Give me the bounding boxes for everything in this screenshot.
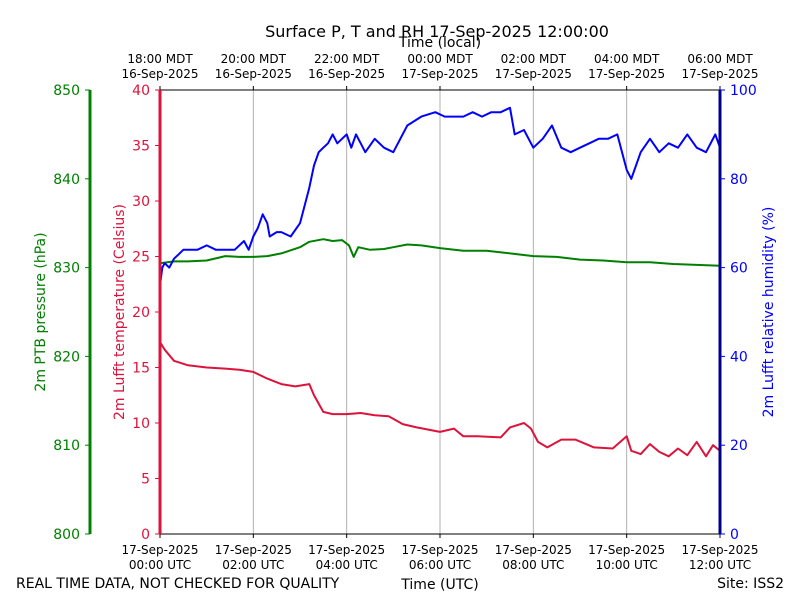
- temperature-series-line: [159, 341, 721, 458]
- series-layer: [159, 106, 721, 458]
- humidity-tick-label: 0: [730, 527, 739, 543]
- footer-note: REAL TIME DATA, NOT CHECKED FOR QUALITY: [16, 576, 340, 592]
- top-tick-date: 17-Sep-2025: [495, 67, 572, 81]
- top-tick-date: 16-Sep-2025: [308, 67, 385, 81]
- pressure-series-line: [159, 238, 721, 267]
- humidity-tick-label: 80: [730, 172, 748, 188]
- x-tick-date: 17-Sep-2025: [308, 543, 385, 557]
- x-tick-date: 17-Sep-2025: [588, 543, 665, 557]
- x-tick-date: 17-Sep-2025: [215, 543, 292, 557]
- x-tick-time: 00:00 UTC: [129, 558, 191, 572]
- temperature-tick-label: 30: [132, 194, 150, 210]
- top-tick-time: 04:00 MDT: [594, 52, 660, 66]
- top-tick-time: 00:00 MDT: [407, 52, 473, 66]
- pressure-tick-label: 850: [53, 83, 80, 99]
- vertical-grid: [252, 90, 628, 534]
- humidity-series-line: [159, 106, 721, 286]
- pressure-tick-label: 820: [53, 349, 80, 365]
- x-tick-date: 17-Sep-2025: [401, 543, 478, 557]
- temperature-tick-label: 15: [132, 361, 150, 377]
- x-tick-date: 17-Sep-2025: [121, 543, 198, 557]
- x-tick-time: 02:00 UTC: [222, 558, 284, 572]
- temperature-tick-label: 40: [132, 83, 150, 99]
- temperature-tick-label: 35: [132, 139, 150, 155]
- top-tick-date: 17-Sep-2025: [681, 67, 758, 81]
- top-tick-time: 02:00 MDT: [501, 52, 567, 66]
- humidity-tick-label: 40: [730, 349, 748, 365]
- x-tick-time: 08:00 UTC: [502, 558, 564, 572]
- x-tick-time: 06:00 UTC: [409, 558, 471, 572]
- humidity-tick-label: 100: [730, 83, 757, 99]
- pressure-tick-label: 800: [53, 527, 80, 543]
- top-tick-date: 16-Sep-2025: [121, 67, 198, 81]
- temperature-tick-label: 0: [141, 527, 150, 543]
- top-tick-time: 20:00 MDT: [221, 52, 287, 66]
- top-axis-label: Time (local): [398, 35, 481, 51]
- x-tick-time: 10:00 UTC: [596, 558, 658, 572]
- chart-title: Surface P, T and RH 17-Sep-2025 12:00:00: [265, 22, 609, 41]
- x-tick-date: 17-Sep-2025: [495, 543, 572, 557]
- top-tick-date: 16-Sep-2025: [215, 67, 292, 81]
- pressure-tick-label: 830: [53, 261, 80, 277]
- x-tick-time: 12:00 UTC: [689, 558, 751, 572]
- temperature-tick-label: 25: [132, 250, 150, 266]
- humidity-tick-label: 20: [730, 438, 748, 454]
- top-tick-time: 06:00 MDT: [687, 52, 753, 66]
- pressure-tick-label: 810: [53, 438, 80, 454]
- site-label: Site: ISS2: [717, 576, 784, 592]
- temperature-tick-label: 5: [141, 472, 150, 488]
- top-tick-time: 18:00 MDT: [127, 52, 193, 66]
- temperature-tick-label: 10: [132, 416, 150, 432]
- x-tick-time: 04:00 UTC: [316, 558, 378, 572]
- pressure-tick-label: 840: [53, 172, 80, 188]
- top-tick-date: 17-Sep-2025: [401, 67, 478, 81]
- pressure-axis-label: 2m PTB pressure (hPa): [33, 232, 49, 391]
- temperature-tick-label: 20: [132, 305, 150, 321]
- temperature-axis-label: 2m Lufft temperature (Celsius): [112, 204, 128, 420]
- bottom-axis-label: Time (UTC): [400, 577, 478, 593]
- humidity-tick-label: 60: [730, 261, 748, 277]
- x-tick-date: 17-Sep-2025: [681, 543, 758, 557]
- top-tick-date: 17-Sep-2025: [588, 67, 665, 81]
- top-tick-time: 22:00 MDT: [314, 52, 380, 66]
- humidity-axis-label: 2m Lufft relative humidity (%): [761, 207, 777, 418]
